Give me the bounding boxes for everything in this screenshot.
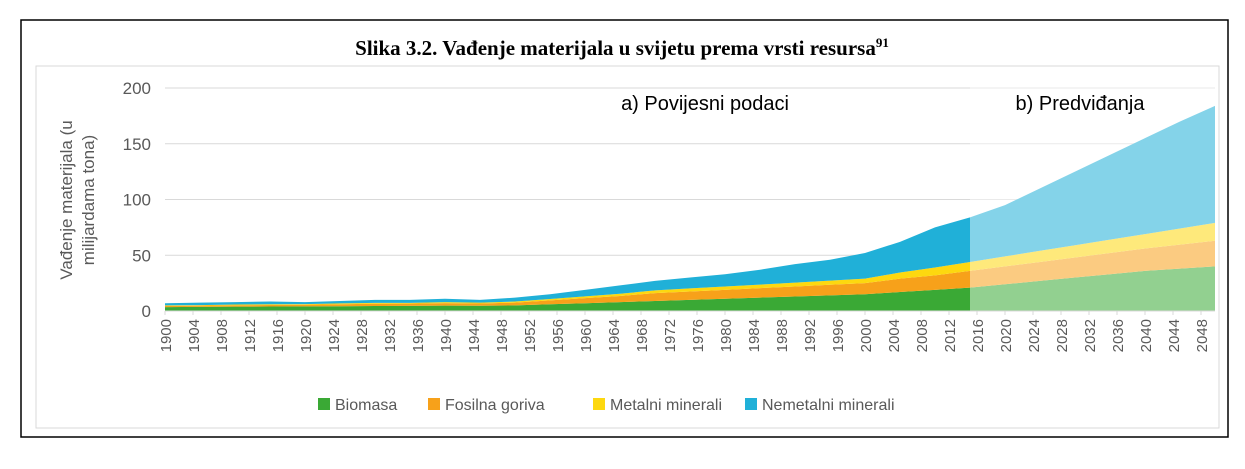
legend-label: Fosilna goriva — [445, 397, 545, 414]
x-tick-label: 1980 — [718, 319, 735, 352]
area — [165, 222, 1215, 306]
x-tick-label: 2024 — [1026, 319, 1043, 352]
x-tick-label: 2016 — [970, 319, 987, 352]
x-tick-label: 1940 — [438, 319, 455, 352]
x-tick-label: 1952 — [522, 319, 539, 352]
x-tick-label: 1948 — [494, 319, 511, 352]
x-tick-label: 2012 — [942, 319, 959, 352]
legend-label: Nemetalni minerali — [762, 397, 895, 414]
x-tick-label: 2044 — [1166, 319, 1183, 352]
x-tick-label: 1988 — [774, 319, 791, 352]
annotation: a) Povijesni podaci — [621, 93, 789, 115]
x-tick-label: 1996 — [830, 319, 847, 352]
y-tick-label: 100 — [123, 191, 151, 210]
annotation: b) Predviđanja — [1016, 93, 1146, 115]
x-tick-label: 2048 — [1194, 319, 1211, 352]
area — [165, 266, 1215, 311]
x-tick-label: 1912 — [242, 319, 259, 352]
y-tick-label: 0 — [142, 302, 151, 321]
x-tick-label: 2040 — [1138, 319, 1155, 352]
legend-swatch — [745, 398, 757, 410]
x-tick-label: 1972 — [662, 319, 679, 352]
x-tick-label: 1960 — [578, 319, 595, 352]
title-text: Slika 3.2. Vađenje materijala u svijetu … — [355, 36, 876, 60]
area — [165, 240, 1215, 308]
x-tick-label: 1900 — [158, 319, 175, 352]
x-tick-label: 1984 — [746, 319, 763, 352]
x-tick-label: 2032 — [1082, 319, 1099, 352]
x-tick-label: 1916 — [270, 319, 287, 352]
chart-title: Slika 3.2. Vađenje materijala u svijetu … — [355, 35, 889, 60]
y-tick-label: 150 — [123, 135, 151, 154]
x-tick-label: 1944 — [466, 319, 483, 352]
y-tick-label: 50 — [132, 246, 151, 265]
plot: 0 50 100 150 200 Vađenje materijala (u milijar… — [57, 79, 1215, 414]
y-axis-label: milijardama tona) — [79, 135, 98, 265]
x-tick-label: 1956 — [550, 319, 567, 352]
x-tick-label: 1976 — [690, 319, 707, 352]
x-tick-label: 1904 — [186, 319, 203, 352]
chart-border — [35, 65, 1220, 429]
legend-swatch — [318, 398, 330, 410]
title-footnote: 91 — [876, 35, 889, 50]
area — [165, 105, 1215, 306]
x-tick-label: 1968 — [634, 319, 651, 352]
x-tick-label: 2004 — [886, 319, 903, 352]
x-tick-label: 1908 — [214, 319, 231, 352]
x-tick-label: 1964 — [606, 319, 623, 352]
x-tick-label: 2028 — [1054, 319, 1071, 352]
x-tick-label: 1992 — [802, 319, 819, 352]
x-tick-label: 1920 — [298, 319, 315, 352]
legend-label: Biomasa — [335, 397, 397, 414]
y-tick-label: 200 — [123, 79, 151, 98]
y-axis-label: Vađenje materijala (u — [57, 120, 76, 279]
x-tick-label: 2000 — [858, 319, 875, 352]
x-tick-label: 2020 — [998, 319, 1015, 352]
legend-swatch — [593, 398, 605, 410]
x-tick-label: 2008 — [914, 319, 931, 352]
legend-label: Metalni minerali — [610, 397, 722, 414]
projection-shade — [970, 86, 1215, 311]
x-tick-label: 1928 — [354, 319, 371, 352]
x-tick-label: 1924 — [326, 319, 343, 352]
x-tick-label: 1936 — [410, 319, 427, 352]
x-tick-label: 1932 — [382, 319, 399, 352]
legend-swatch — [428, 398, 440, 410]
x-tick-label: 2036 — [1110, 319, 1127, 352]
